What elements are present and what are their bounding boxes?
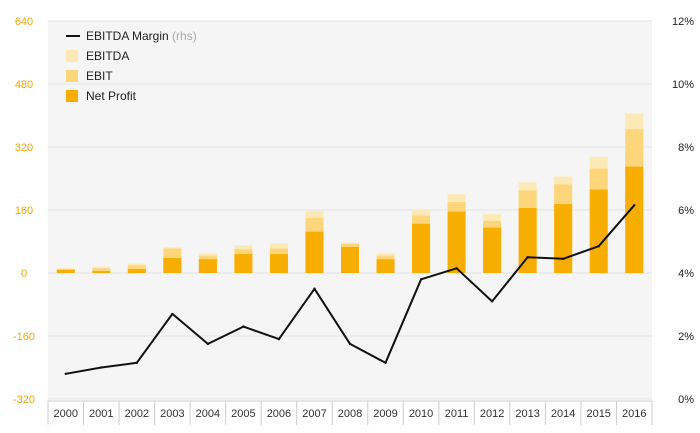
- point-ebitda-margin-2013: [526, 256, 529, 259]
- bar-ebit-2001: [92, 268, 111, 273]
- left-axis: 640 480 320 160 0 -160 -320: [13, 16, 35, 406]
- x-tick-label: 2003: [160, 408, 184, 420]
- point-ebitda-margin-2008: [348, 342, 352, 346]
- x-tick-label: 2006: [267, 408, 291, 420]
- point-ebitda-margin-2007: [313, 287, 316, 290]
- bar-net-profit-2013: [518, 208, 537, 273]
- point-ebitda-margin-2011: [455, 267, 458, 270]
- x-tick-label: 2000: [54, 408, 78, 420]
- point-ebitda-margin-2014: [561, 257, 565, 261]
- bars: [56, 113, 644, 273]
- right-tick-label: 0%: [678, 394, 694, 406]
- right-tick-label: 10%: [672, 79, 694, 91]
- x-tick-label: 2005: [231, 408, 255, 420]
- right-tick-label: 8%: [678, 142, 694, 154]
- x-tick-label: 2002: [125, 408, 149, 420]
- point-ebitda-margin-2015: [597, 245, 600, 248]
- bar-net-profit-2003: [163, 258, 182, 273]
- bar-net-profit-2012: [483, 227, 502, 273]
- bar-net-profit-2009: [376, 259, 395, 273]
- legend-label-ebit: EBIT: [86, 69, 113, 83]
- right-tick-label: 6%: [678, 205, 694, 217]
- bar-net-profit-2008: [341, 247, 359, 273]
- point-ebitda-margin-2016: [633, 204, 636, 207]
- bar-net-profit-2006: [269, 254, 288, 273]
- bar-net-profit-2000: [56, 269, 75, 273]
- x-axis: 2000 2001 2002 2003 2004 2005 2006 2007 2008 2009…: [47, 400, 653, 425]
- left-tick-label: -320: [13, 394, 35, 406]
- point-ebitda-margin-2003: [171, 312, 174, 316]
- point-ebitda-margin-2009: [384, 361, 387, 364]
- point-ebitda-margin-2001: [100, 366, 103, 369]
- grid-lines: [48, 20, 652, 400]
- right-tick-label: 4%: [678, 268, 694, 280]
- bar-net-profit-2010: [412, 223, 431, 273]
- x-tick-label: 2009: [373, 408, 397, 420]
- margin-line: [64, 204, 636, 375]
- right-axis: 12% 10% 8% 6% 4% 2% 0%: [672, 16, 694, 406]
- legend-label-net-profit: Net Profit: [86, 89, 137, 103]
- left-tick-label: 480: [15, 79, 33, 91]
- legend-swatch-ebitda: [66, 50, 78, 62]
- right-tick-label: 12%: [672, 16, 694, 28]
- point-ebitda-margin-2004: [206, 342, 210, 346]
- bar-net-profit-2016: [625, 166, 644, 273]
- bar-net-profit-2014: [554, 204, 573, 273]
- point-ebitda-margin-2005: [242, 325, 245, 328]
- bar-net-profit-2002: [127, 269, 146, 273]
- left-tick-label: 160: [15, 205, 33, 217]
- bar-net-profit-2004: [198, 259, 217, 273]
- x-tick-label: 2012: [480, 408, 504, 420]
- x-tick-label: 2010: [409, 408, 433, 420]
- bar-net-profit-2005: [234, 254, 253, 273]
- svg-text:EBITDA Margin (rhs): EBITDA Margin (rhs): [86, 29, 197, 43]
- legend-line-suffix: (rhs): [172, 29, 197, 43]
- x-tick-label: 2008: [338, 408, 362, 420]
- left-tick-label: 640: [15, 16, 33, 28]
- legend: EBITDA Margin (rhs) EBITDA EBIT Net Prof…: [66, 29, 197, 103]
- x-tick-label: 2015: [586, 408, 610, 420]
- point-ebitda-margin-2000: [64, 372, 67, 375]
- legend-swatch-ebit: [66, 70, 78, 82]
- right-tick-label: 2%: [678, 331, 694, 343]
- bar-net-profit-2001: [92, 271, 111, 273]
- bar-net-profit-2007: [305, 231, 324, 273]
- point-ebitda-margin-2006: [277, 337, 281, 341]
- x-tick-label: 2007: [302, 408, 326, 420]
- legend-label-ebitda: EBITDA: [86, 49, 129, 63]
- x-tick-label: 2011: [445, 408, 469, 420]
- x-tick-label: 2001: [89, 408, 113, 420]
- bar-net-profit-2011: [447, 211, 466, 273]
- x-tick-label: 2014: [551, 408, 575, 420]
- point-ebitda-margin-2010: [419, 278, 423, 281]
- point-ebitda-margin-2012: [490, 300, 494, 303]
- point-ebitda-margin-2002: [135, 361, 139, 364]
- x-tick-label: 2016: [622, 408, 646, 420]
- legend-swatch-net-profit: [66, 90, 78, 102]
- x-tick-label: 2004: [196, 408, 220, 420]
- x-tick-label: 2013: [515, 408, 539, 420]
- bar-net-profit-2015: [589, 189, 608, 273]
- left-tick-label: 0: [21, 268, 27, 280]
- left-tick-label: 320: [15, 142, 33, 154]
- legend-line-label: EBITDA Margin: [86, 29, 169, 43]
- left-tick-label: -160: [13, 331, 35, 343]
